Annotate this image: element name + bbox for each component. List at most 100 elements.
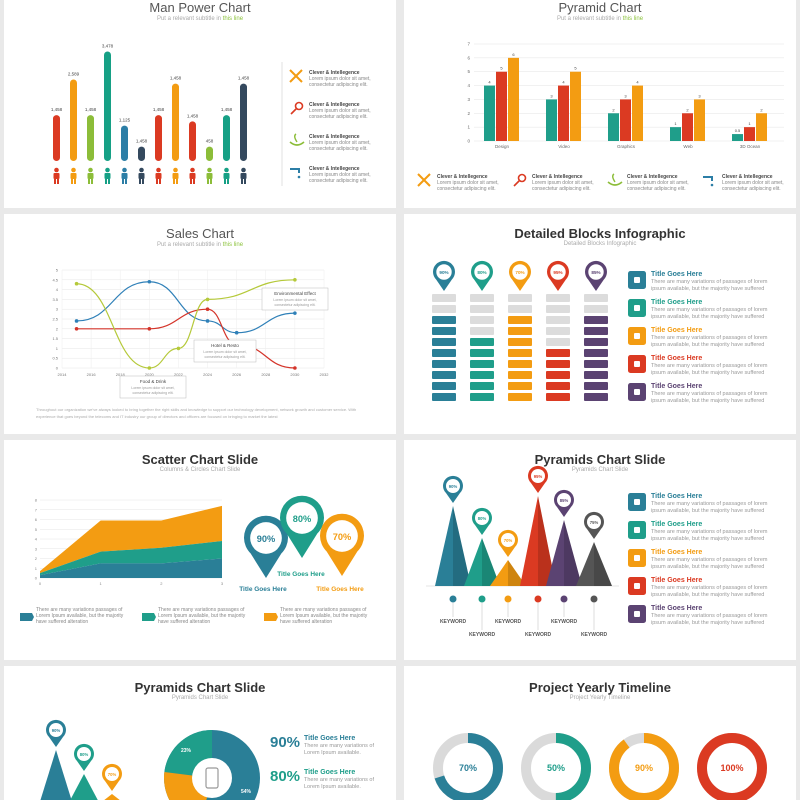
area-series — [40, 558, 222, 578]
person-icon-leg — [241, 179, 243, 184]
person-icon-leg — [142, 179, 144, 184]
percent-pin-hole — [512, 264, 528, 280]
keyword-dot — [504, 595, 512, 603]
data-point — [147, 327, 152, 331]
annotation-text: Lorem ipsum dolor sit amet, — [273, 298, 316, 302]
person-icon-body — [189, 173, 196, 179]
bar — [608, 113, 619, 141]
slide-sales-chart[interactable]: Sales Chart Put a relevant subtitle in t… — [4, 214, 396, 434]
keyword-label: KEYWORD — [439, 619, 467, 625]
pyramid-shade — [594, 542, 612, 586]
annotation-title: Food & Drink — [140, 379, 167, 384]
block — [546, 294, 570, 302]
keyword-dot — [478, 595, 486, 603]
person-icon-body — [223, 173, 230, 179]
x-tick-label: Design — [495, 144, 510, 149]
person-icon-head — [207, 167, 212, 173]
legend-marker — [142, 613, 156, 621]
title-label: Title Goes Here — [239, 586, 287, 593]
x-tick-label: 2028 — [261, 372, 271, 377]
block — [432, 360, 456, 368]
item-text: Title Goes Here There are many variations… — [651, 327, 768, 348]
block — [432, 305, 456, 313]
slide-title: Detailed Blocks Infographic — [514, 226, 686, 241]
slide-subtitle: Project Yearly Timeline — [569, 695, 631, 701]
feature-text: Clever & Intellegence Lorem ipsum dolor s… — [309, 70, 371, 88]
legend-marker — [20, 613, 34, 621]
block — [546, 305, 570, 313]
percent-pin-hole — [588, 264, 604, 280]
data-point — [74, 327, 79, 331]
x-tick-label: 2016 — [87, 372, 97, 377]
person-icon-head — [122, 167, 127, 173]
block — [546, 371, 570, 379]
y-tick-label: 2 — [56, 326, 59, 331]
bar — [620, 99, 631, 141]
y-tick-label: 7 — [35, 507, 38, 512]
slide-pyramid-chart[interactable]: Pyramid Chart Put a relevant subtitle in… — [404, 0, 796, 208]
block — [584, 316, 608, 324]
bar — [87, 115, 94, 161]
block — [584, 371, 608, 379]
bar — [121, 125, 128, 161]
item-text: Title Goes Here There are many variations… — [651, 355, 768, 376]
slide-title: Pyramids Chart Slide — [534, 452, 666, 467]
block — [470, 338, 494, 346]
slide-man-power-chart[interactable]: Man Power Chart Put a relevant subtitle … — [4, 0, 396, 208]
pyramid — [576, 542, 612, 586]
x-tick-label: 2030 — [290, 372, 300, 377]
block — [470, 316, 494, 324]
block — [546, 338, 570, 346]
person-icon-leg — [227, 179, 229, 184]
pyramid — [435, 506, 471, 586]
pyramid-shade — [564, 520, 582, 586]
slide-project-yearly-timeline[interactable]: Project Yearly Timeline Project Yearly T… — [404, 666, 796, 800]
percent-pin-label: 80% — [477, 270, 486, 275]
legend-text: There are many variations passages of Lo… — [36, 607, 124, 625]
person-icon-leg — [125, 179, 127, 184]
block — [584, 393, 608, 401]
block — [546, 316, 570, 324]
body-paragraph: Throughout our organization we've always… — [36, 407, 357, 419]
slide-detailed-blocks[interactable]: Detailed Blocks Infographic Detailed Blo… — [404, 214, 796, 434]
x-tick-label: 2 — [160, 581, 163, 586]
bar — [53, 115, 60, 161]
feature-text: Clever & Intellegence Lorem ipsum dolor s… — [309, 134, 371, 152]
plant-icon — [607, 181, 623, 186]
progress-rings: 70% 50% 90% 100% — [433, 733, 767, 800]
block — [584, 327, 608, 335]
slide-subtitle: Pyramids Chart Slide — [171, 695, 229, 701]
pyramid — [104, 794, 120, 800]
ring-label: 100% — [720, 763, 743, 773]
slide-pyramids-donut[interactable]: Pyramids Chart Slide Pyramids Chart Slid… — [4, 666, 396, 800]
slide-scatter-chart[interactable]: Scatter Chart Slide Columns & Circles Ch… — [4, 440, 396, 660]
annotation-title: Environmental Effect — [274, 291, 316, 296]
donut-label: 54% — [241, 789, 252, 795]
person-icon-head — [88, 167, 93, 173]
y-tick-label: 4 — [467, 83, 470, 88]
key-icon — [517, 173, 527, 183]
y-tick-label: 4.5 — [52, 277, 58, 282]
data-label: 6 — [512, 52, 515, 57]
block — [508, 371, 532, 379]
calendar-icon-glyph — [634, 305, 640, 311]
block — [546, 327, 570, 335]
pyramid-shade — [482, 538, 500, 586]
bar — [240, 83, 247, 161]
person-icon-leg — [190, 179, 192, 184]
person-icon-leg — [139, 179, 141, 184]
data-point — [293, 278, 297, 282]
bar — [223, 115, 230, 161]
block — [584, 305, 608, 313]
slide-title: Man Power Chart — [149, 0, 251, 15]
data-label: 2 — [686, 107, 689, 112]
person-icon-body — [138, 173, 145, 179]
wrench-icon-cross — [417, 173, 431, 187]
slide-pyramids-chart[interactable]: Pyramids Chart Slide Pyramids Chart Slid… — [404, 440, 796, 660]
person-icon-body — [121, 173, 128, 179]
percent-pin-hole — [436, 264, 452, 280]
percent-pin-label: 90% — [449, 484, 458, 489]
data-label: 3 — [550, 93, 553, 98]
data-label: 4 — [488, 80, 491, 85]
pyramid-bar-chart: 0 1 2 3 4 5 6 7 4 5 6 Design 3 4 5 Video 2 3 4 Graphics 1 2 3 W… — [417, 42, 784, 187]
